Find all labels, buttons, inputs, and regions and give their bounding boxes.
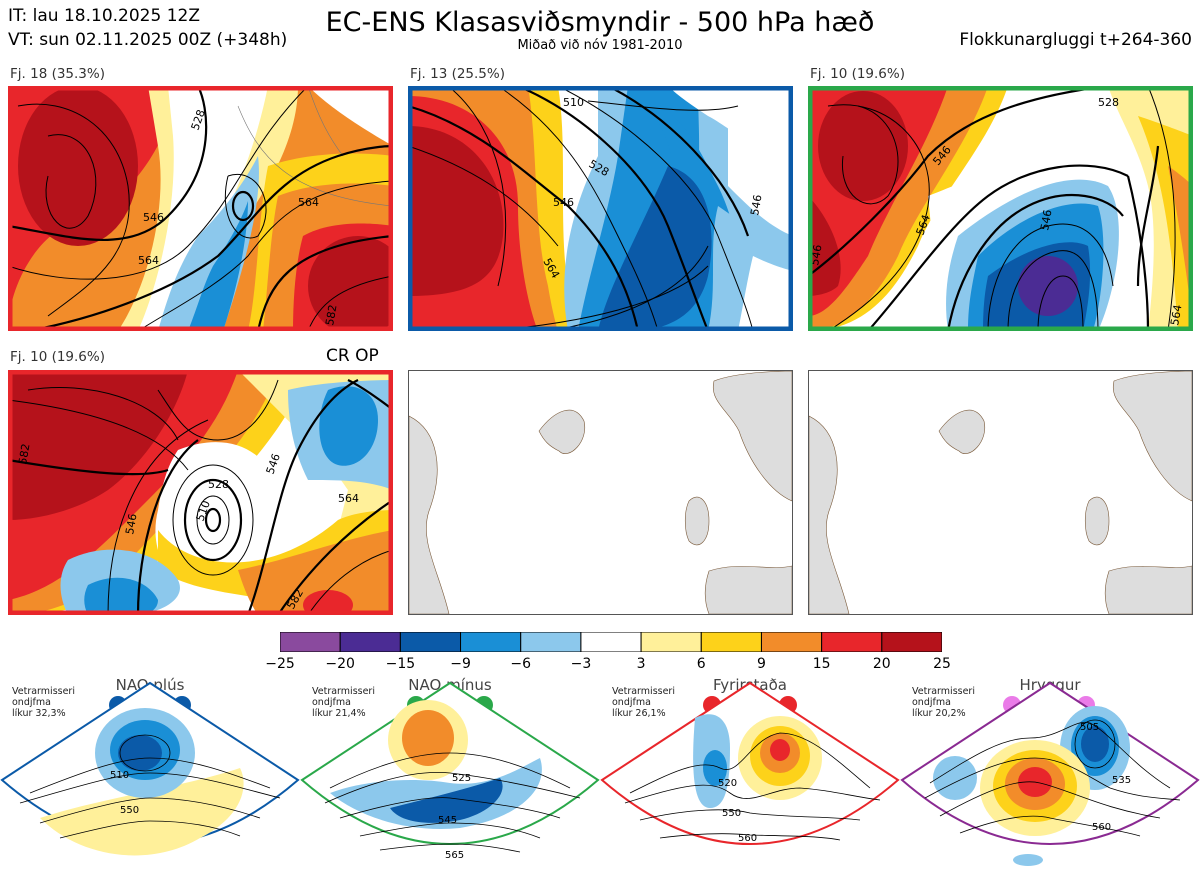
- colorbar-tick-label: 6: [696, 656, 706, 672]
- colorbar-tick-label: 3: [636, 656, 646, 672]
- regime-contour: 550: [722, 808, 741, 819]
- contour-label: 546: [1038, 209, 1054, 232]
- regime-map-svg: 510 550: [0, 681, 300, 856]
- regime-blocking: Fyrirstaða Vetrarmisseri ondjfma líkur 2…: [600, 676, 900, 878]
- contour-label: 564: [298, 196, 319, 209]
- contour-label: 546: [553, 196, 574, 209]
- regime-contour: 565: [445, 850, 464, 861]
- contour-label: 564: [1168, 304, 1184, 327]
- empty-map-5: [408, 370, 793, 615]
- panel-2-label: Fj. 13 (25.5%): [410, 66, 505, 82]
- colorbar-swatch: [640, 631, 702, 653]
- regime-probability: líkur 21,4%: [312, 708, 366, 719]
- regime-line: ondjfma: [312, 697, 351, 708]
- colorbar-tick-label: −6: [510, 656, 532, 672]
- colorbar-swatch: [580, 631, 642, 653]
- colorbar-swatch: [339, 631, 401, 653]
- regime-ridge: Hryggur Vetrarmisseri ondjfma líkur 20,2…: [900, 676, 1200, 878]
- colorbar: [279, 631, 943, 653]
- cluster-map-2-svg: 510 528 546 564 546: [408, 86, 793, 331]
- colorbar-tick-label: −25: [265, 656, 295, 672]
- regime-nao-minus: NAO mínus Vetrarmisseri ondjfma líkur 21…: [300, 676, 600, 878]
- colorbar-tick-label: 25: [933, 656, 951, 672]
- regime-contour: 550: [120, 805, 139, 816]
- colorbar-tick-label: 15: [812, 656, 831, 672]
- regime-line: ondjfma: [12, 697, 51, 708]
- regime-map-svg: 520 550 560: [600, 681, 900, 845]
- cluster-map-4: 582 528 546 564 546 510 582: [8, 370, 393, 615]
- regime-nao-plus: NAO plús Vetrarmisseri ondjfma líkur 32,…: [0, 676, 300, 878]
- contour-label: 564: [338, 492, 359, 505]
- contour-label: 528: [1098, 96, 1119, 109]
- regime-contour: 510: [110, 770, 129, 781]
- colorbar-tick-label: 9: [756, 656, 766, 672]
- contour-label: 510: [563, 96, 584, 109]
- regime-line: Vetrarmisseri: [312, 686, 375, 697]
- colorbar-swatch: [700, 631, 762, 653]
- colorbar-tick-label: −3: [570, 656, 592, 672]
- colorbar-swatch: [399, 631, 462, 653]
- colorbar-swatch: [279, 631, 341, 653]
- vt-line: VT: sun 02.11.2025 00Z (+348h): [8, 30, 288, 50]
- window-label: Flokkunargluggi t+264-360: [959, 30, 1192, 50]
- cr-op-label: CR OP: [326, 346, 379, 366]
- regime-contour: 560: [738, 833, 757, 844]
- regime-line: ondjfma: [612, 697, 651, 708]
- colorbar-tick-label: −9: [450, 656, 471, 672]
- contour-label: 582: [323, 304, 339, 327]
- regime-description: Vetrarmisseri ondjfma líkur 32,3%: [12, 686, 75, 719]
- colorbar-svg: [279, 631, 943, 653]
- cluster-map-3: 528 546 564 546 546 564: [808, 86, 1193, 331]
- panel-1-label: Fj. 18 (35.3%): [10, 66, 105, 82]
- regime-contour: 535: [1112, 775, 1131, 786]
- contour-label: 546: [123, 513, 139, 536]
- colorbar-swatch: [821, 631, 883, 653]
- regime-probability: líkur 26,1%: [612, 708, 666, 719]
- regime-description: Vetrarmisseri ondjfma líkur 20,2%: [912, 686, 975, 719]
- contour-label: 528: [208, 478, 229, 491]
- regime-probability: líkur 20,2%: [912, 708, 966, 719]
- regime-contour: 545: [438, 815, 457, 826]
- colorbar-swatch: [460, 631, 522, 653]
- contour-label: 564: [138, 254, 159, 267]
- regime-line: Vetrarmisseri: [912, 686, 975, 697]
- anomaly-ridge-west: [18, 86, 138, 246]
- regime-description: Vetrarmisseri ondjfma líkur 26,1%: [612, 686, 675, 719]
- colorbar-tick-label: 20: [872, 656, 891, 672]
- regime-probability: líkur 32,3%: [12, 708, 66, 719]
- regime-map-svg: 525 545 565: [300, 681, 600, 861]
- page-subtitle: Miðað við nóv 1981-2010: [517, 38, 683, 53]
- regime-description: Vetrarmisseri ondjfma líkur 21,4%: [312, 686, 375, 719]
- regime-contour: 560: [1092, 822, 1111, 833]
- colorbar-swatch: [881, 631, 943, 653]
- regime-line: ondjfma: [912, 697, 951, 708]
- regime-contour: 525: [452, 773, 471, 784]
- empty-map-6: [808, 370, 1193, 615]
- regime-contour: 505: [1080, 722, 1099, 733]
- colorbar-swatch: [760, 631, 823, 653]
- cluster-map-1-svg: 528 546 564 564 582: [8, 86, 393, 331]
- colorbar-tick-label: −20: [325, 656, 355, 672]
- header-info: IT: lau 18.10.2025 12Z VT: sun 02.11.202…: [8, 4, 287, 52]
- regime-map-svg: 505 535 560: [900, 681, 1200, 866]
- colorbar-swatch: [520, 631, 582, 653]
- contour-label: 582: [16, 443, 32, 466]
- cluster-map-3-svg: 528 546 564 546 546 564: [808, 86, 1193, 331]
- cluster-map-4-svg: 582 528 546 564 546 510 582: [8, 370, 393, 615]
- regime-line: Vetrarmisseri: [12, 686, 75, 697]
- contour-label: 546: [748, 194, 764, 217]
- regime-line: Vetrarmisseri: [612, 686, 675, 697]
- contour-label: 546: [143, 211, 164, 224]
- cluster-map-1: 528 546 564 564 582: [8, 86, 393, 331]
- panel-3-label: Fj. 10 (19.6%): [810, 66, 905, 82]
- panel-4-label: Fj. 10 (19.6%): [10, 349, 105, 365]
- cluster-map-2: 510 528 546 564 546: [408, 86, 793, 331]
- colorbar-tick-label: −15: [385, 656, 416, 672]
- page-title: EC-ENS Klasasviðsmyndir - 500 hPa hæð: [325, 7, 875, 38]
- it-line: IT: lau 18.10.2025 12Z: [8, 6, 200, 26]
- regime-contour: 520: [718, 778, 737, 789]
